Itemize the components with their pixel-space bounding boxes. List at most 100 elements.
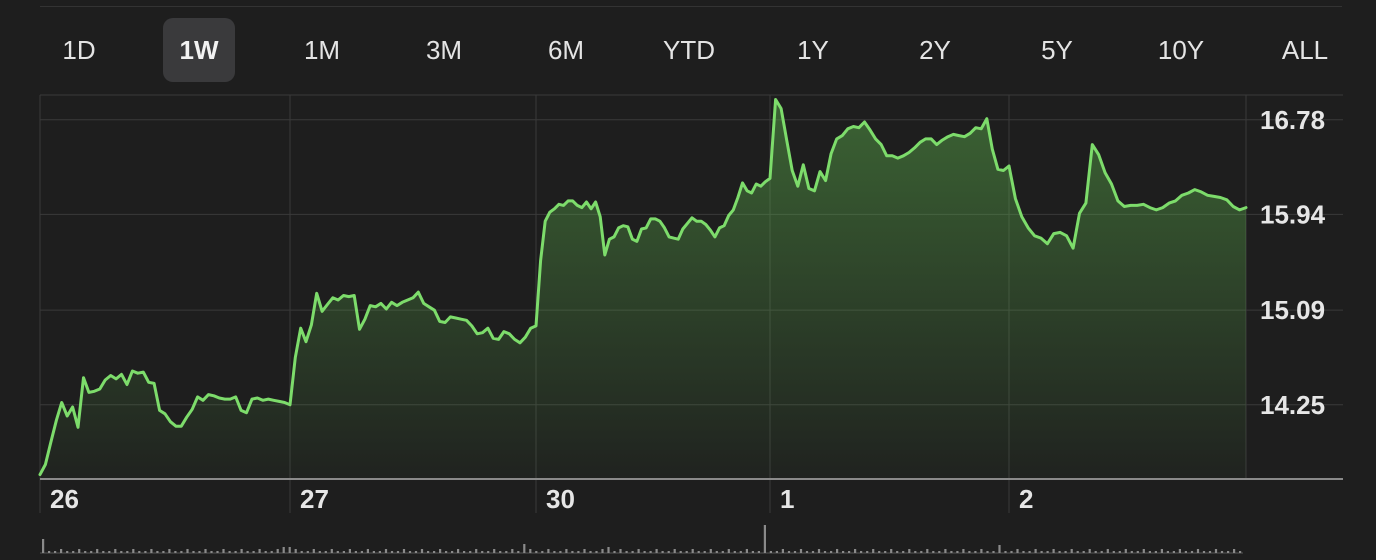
volume-bar (408, 551, 412, 553)
volume-bar (703, 551, 706, 553)
volume-bar (138, 551, 141, 553)
volume-bar (787, 551, 791, 553)
volume-bar (433, 551, 436, 553)
volume-bar (896, 551, 899, 553)
volume-bar (535, 551, 538, 553)
volume-bar (854, 549, 857, 553)
volume-bar (739, 551, 742, 553)
volume-bar (1070, 549, 1073, 553)
volume-bar (114, 549, 117, 553)
volume-bar (414, 551, 418, 553)
tab-5y[interactable]: 5Y (1041, 34, 1073, 65)
volume-bar (685, 551, 688, 553)
volume-bar (1058, 551, 1061, 553)
volume-bar (727, 549, 730, 553)
volume-bar (1239, 551, 1242, 553)
volume-bar (150, 549, 153, 553)
volume-bar (396, 551, 400, 553)
tab-ytd[interactable]: YTD (663, 34, 715, 65)
volume-bar (1052, 549, 1055, 553)
volume-bar (601, 549, 604, 553)
volume-bar (1136, 551, 1139, 553)
volume-bar (697, 551, 700, 553)
tab-6m[interactable]: 6M (547, 34, 585, 65)
volume-bar (769, 551, 772, 553)
volume-bar (282, 547, 285, 553)
volume-bar (258, 549, 261, 553)
tab-2y[interactable]: 2Y (919, 34, 951, 65)
volume-bar (511, 549, 514, 553)
volume-bar (667, 551, 670, 553)
volume-bar (733, 551, 736, 553)
volume-bar (1154, 551, 1157, 553)
volume-bar (384, 549, 388, 553)
volume-bar (156, 551, 159, 553)
volume-bar (1178, 549, 1181, 553)
volume-bar (1118, 551, 1121, 553)
volume-bar (583, 549, 586, 553)
volume-bar (1064, 551, 1067, 553)
volume-bar (1022, 551, 1025, 553)
volume-bar (745, 549, 748, 553)
volume-bar (721, 551, 724, 553)
volume-bar (1196, 549, 1200, 553)
volume-bar (1076, 551, 1079, 553)
volume-bar (956, 551, 959, 553)
tab-all[interactable]: ALL (1281, 34, 1329, 65)
tab-1y[interactable]: 1Y (797, 34, 829, 65)
volume-bar (1034, 549, 1037, 553)
volume-bar (324, 551, 327, 553)
volume-bar (709, 549, 712, 553)
volume-bar (487, 551, 490, 553)
tab-10y[interactable]: 10Y (1157, 34, 1205, 65)
volume-bar (1160, 549, 1163, 553)
volume-bar (90, 551, 93, 553)
volume-bar (679, 551, 682, 553)
volume-bar (781, 549, 784, 553)
volume-bar (619, 549, 622, 553)
tab-1w[interactable]: 1W (163, 18, 235, 82)
volume-bar (390, 551, 394, 553)
volume-bar (342, 551, 345, 553)
volume-bar (799, 549, 803, 553)
top-divider (40, 6, 1342, 7)
volume-bar (1227, 551, 1230, 553)
tab-3m[interactable]: 3M (425, 34, 463, 65)
volume-bar (968, 551, 971, 553)
y-tick-label-2: 15.09 (1260, 295, 1325, 325)
volume-bar (571, 551, 574, 553)
volume-bar (186, 549, 189, 553)
volume-bar (300, 551, 303, 553)
tab-1d[interactable]: 1D (62, 34, 96, 65)
volume-bar (445, 551, 448, 553)
volume-bar (1016, 549, 1019, 553)
volume-bar (547, 549, 550, 553)
volume-bar (330, 549, 333, 553)
volume-bar (817, 549, 821, 553)
volume-bar (751, 551, 754, 553)
volume-bar (294, 549, 297, 553)
volume-bar (463, 551, 466, 553)
volume-bar (264, 551, 267, 553)
volume-bar (1172, 551, 1175, 553)
volume-bar (66, 551, 69, 553)
tab-1m[interactable]: 1M (303, 34, 341, 65)
range-tabs: 1D 1W 1M 3M 6M YTD 1Y 2Y 5Y 10Y ALL (0, 18, 1376, 82)
x-tick-label-0: 26 (50, 484, 79, 514)
volume-bar (48, 551, 51, 553)
volume-bar (372, 551, 375, 553)
volume-bar (523, 544, 526, 553)
volume-bar (529, 549, 532, 553)
volume-bar (108, 551, 111, 553)
volume-bar (1100, 551, 1103, 553)
volume-bar (595, 551, 598, 553)
volume-bar (805, 551, 809, 553)
volume-bar (763, 525, 766, 553)
volume-bar (589, 551, 592, 553)
volume-bar (144, 551, 147, 553)
volume-bar (1220, 551, 1224, 553)
volume-bar (427, 551, 430, 553)
volume-bar (962, 549, 965, 553)
volume-bar (1010, 551, 1013, 553)
volume-bar (577, 551, 580, 553)
